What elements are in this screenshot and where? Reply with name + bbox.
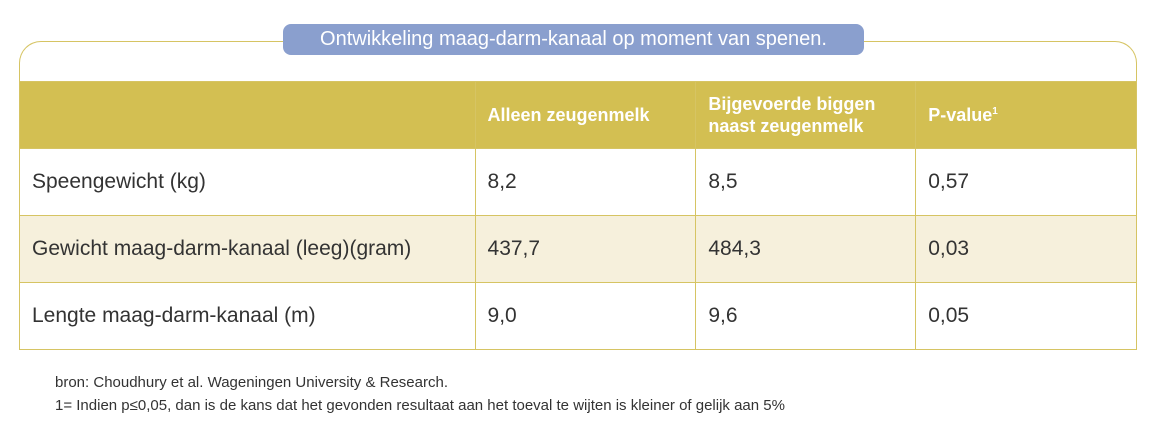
table-header-row: Alleen zeugenmelk Bijgevoerde biggen naa… — [19, 81, 1137, 149]
header-alleen-zeugenmelk: Alleen zeugenmelk — [474, 81, 697, 149]
cell-p-value: 0,03 — [915, 215, 1137, 283]
footnotes: bron: Choudhury et al. Wageningen Univer… — [55, 371, 785, 417]
source-note: bron: Choudhury et al. Wageningen Univer… — [55, 374, 448, 391]
row-label: Lengte maag-darm-kanaal (m) — [19, 282, 476, 350]
table-row: Lengte maag-darm-kanaal (m) 9,0 9,6 0,05 — [19, 282, 1137, 350]
table-row: Speengewicht (kg) 8,2 8,5 0,57 — [19, 148, 1137, 216]
header-bijgevoerde-biggen: Bijgevoerde biggen naast zeugenmelk — [695, 81, 917, 149]
cell-bijgevoerde-biggen: 8,5 — [695, 148, 917, 216]
cell-p-value: 0,05 — [915, 282, 1137, 350]
cell-alleen-zeugenmelk: 8,2 — [474, 148, 697, 216]
header-cell-empty — [19, 81, 476, 149]
cell-p-value: 0,57 — [915, 148, 1137, 216]
significance-note: 1= Indien p≤0,05, dan is de kans dat het… — [55, 397, 785, 414]
row-label: Speengewicht (kg) — [19, 148, 476, 216]
table-title: Ontwikkeling maag-darm-kanaal op moment … — [283, 24, 864, 55]
cell-alleen-zeugenmelk: 437,7 — [474, 215, 697, 283]
footnote-marker: 1 — [992, 106, 998, 117]
cell-alleen-zeugenmelk: 9,0 — [474, 282, 697, 350]
cell-bijgevoerde-biggen: 9,6 — [695, 282, 917, 350]
header-p-value: P-value1 — [915, 81, 1137, 149]
cell-bijgevoerde-biggen: 484,3 — [695, 215, 917, 283]
row-label: Gewicht maag-darm-kanaal (leeg)(gram) — [19, 215, 476, 283]
data-table: Alleen zeugenmelk Bijgevoerde biggen naa… — [19, 81, 1137, 350]
header-p-value-label: P-value — [928, 105, 993, 125]
table-row: Gewicht maag-darm-kanaal (leeg)(gram) 43… — [19, 215, 1137, 283]
